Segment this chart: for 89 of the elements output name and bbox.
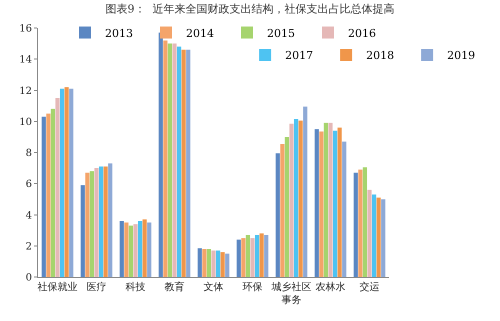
bar — [94, 168, 99, 277]
legend-label: 2017 — [285, 49, 314, 62]
y-tick-label: 16 — [19, 24, 32, 34]
bar — [46, 114, 50, 277]
y-tick-label: 10 — [19, 116, 32, 128]
bar — [354, 172, 358, 277]
bar — [98, 166, 104, 277]
bar — [260, 233, 264, 277]
bar — [90, 171, 94, 277]
bar — [254, 234, 260, 277]
bar — [147, 222, 152, 277]
bar — [163, 40, 168, 277]
bar — [64, 87, 69, 277]
bar — [280, 144, 284, 277]
bar — [342, 142, 346, 277]
x-tick-label: 交运 — [360, 281, 380, 293]
bar — [241, 238, 246, 277]
x-tick-label: 农林水 — [316, 281, 346, 293]
bar — [338, 128, 342, 277]
bar — [50, 108, 56, 277]
x-tick-label: 科技 — [126, 281, 146, 293]
bar — [104, 166, 108, 277]
bar — [376, 198, 381, 277]
bar — [328, 122, 333, 277]
bar — [138, 220, 142, 277]
y-tick-label: 8 — [26, 148, 32, 159]
x-tick-label: 环保 — [242, 282, 262, 293]
bar — [202, 248, 206, 277]
bar — [198, 248, 202, 277]
y-tick-label: 2 — [26, 241, 32, 252]
bar — [120, 220, 124, 277]
bar — [381, 199, 386, 277]
x-tick-label: 社保就业 — [38, 281, 78, 293]
bar — [60, 88, 64, 277]
bar — [168, 44, 172, 277]
legend-label: 2013 — [105, 26, 133, 40]
chart-title: 图表9： 近年来全国财政支出结构，社保支出占比总体提高 — [106, 2, 394, 16]
y-tick-label: 4 — [26, 210, 32, 222]
bar — [324, 122, 328, 277]
legend-label: 2019 — [447, 49, 476, 62]
bar — [319, 131, 324, 277]
bar — [158, 32, 163, 277]
bar — [298, 120, 303, 277]
bar — [108, 163, 112, 277]
bar — [372, 194, 376, 277]
bar — [284, 136, 290, 277]
legend-label: 2015 — [267, 26, 295, 40]
legend-label: 2016 — [348, 26, 376, 40]
bar — [332, 130, 338, 277]
bar — [264, 234, 268, 277]
x-tick-label: 教育 — [164, 281, 184, 293]
bar — [142, 219, 147, 277]
bar — [362, 167, 368, 277]
bar — [128, 226, 134, 277]
y-tick-label: 12 — [19, 86, 32, 97]
bar — [294, 119, 298, 277]
bar — [225, 254, 230, 277]
bar — [176, 46, 182, 277]
bar — [186, 50, 190, 277]
x-tick-label: 文体 — [204, 281, 224, 293]
x-tick-label: 医疗 — [86, 281, 106, 293]
legend-label: 2018 — [366, 49, 394, 62]
bar — [55, 98, 60, 277]
bar — [42, 116, 46, 277]
bar — [133, 224, 138, 277]
bar — [69, 88, 74, 277]
legend-label: 2014 — [186, 26, 214, 40]
bar — [211, 250, 216, 277]
y-tick-label: 6 — [26, 179, 32, 190]
bar — [246, 234, 250, 277]
bar — [172, 44, 177, 277]
bar — [220, 252, 225, 277]
bar — [314, 129, 319, 277]
bar — [206, 248, 212, 277]
bar — [367, 190, 372, 277]
bar — [303, 106, 308, 277]
bar — [216, 250, 220, 277]
y-tick-label: 0 — [26, 272, 32, 284]
x-tick-label: 城乡社区事务 — [270, 281, 312, 306]
bar — [236, 240, 241, 277]
bar — [182, 50, 186, 277]
bar — [85, 172, 90, 277]
bar — [124, 222, 128, 277]
bar — [250, 238, 255, 277]
bar — [358, 170, 362, 277]
y-tick-label: 14 — [19, 54, 32, 66]
bar — [289, 124, 294, 277]
bar — [276, 153, 280, 277]
bar — [80, 185, 85, 277]
